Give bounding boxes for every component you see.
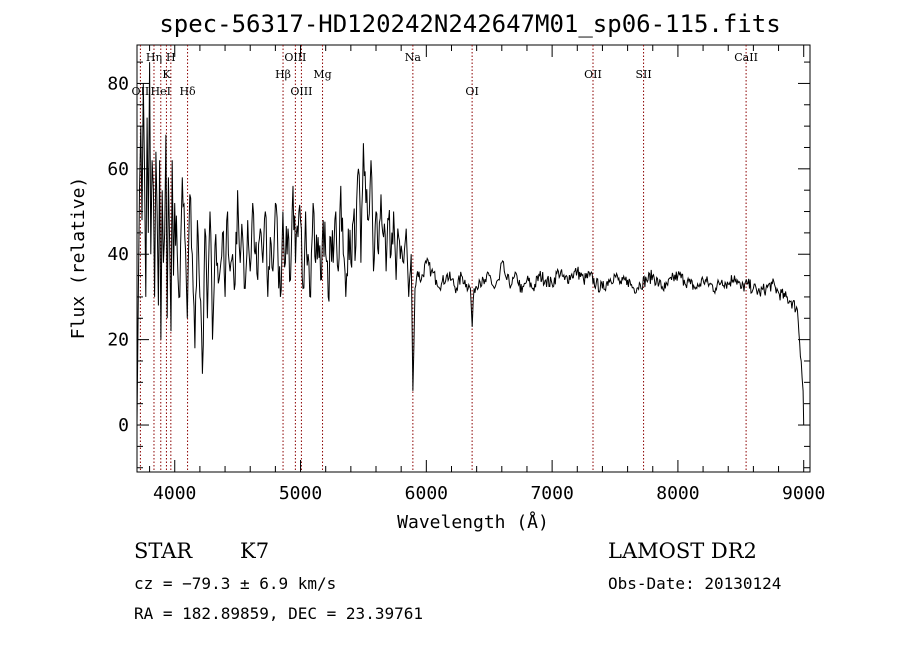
spectral-line-label: Hη: [146, 51, 162, 64]
spectral-line-label: OIII: [284, 51, 306, 64]
x-tick-label: 8000: [656, 483, 699, 504]
spectral-line-label: HeI: [151, 85, 171, 98]
y-tick-label: 20: [107, 330, 129, 351]
spectral-line-label: Hβ: [275, 68, 291, 81]
x-tick-label: 7000: [530, 483, 573, 504]
x-tick-label: 4000: [153, 483, 196, 504]
spectral-line-label: OII: [132, 85, 150, 98]
x-tick-label: 5000: [279, 483, 322, 504]
axis-tick-labels: 4000 5000 6000 7000 8000 9000 0 20 40 60 80: [107, 73, 825, 504]
spectral-line-label: Hδ: [179, 85, 196, 98]
redshift-velocity: cz = −79.3 ± 6.9 km/s: [134, 574, 336, 593]
observation-date: Obs-Date: 20130124: [608, 574, 781, 593]
y-axis-label: Flux (relative): [68, 177, 89, 340]
y-tick-label: 60: [107, 159, 129, 180]
ra-dec-coordinates: RA = 182.89859, DEC = 23.39761: [134, 604, 423, 623]
spectral-line-label: CaII: [734, 51, 758, 64]
object-subclass: K7: [240, 539, 269, 563]
x-tick-label: 9000: [782, 483, 825, 504]
spectral-line-label: OIII: [290, 85, 312, 98]
spectral-line-label: OII: [584, 68, 602, 81]
spectral-line-label: H: [166, 51, 176, 64]
chart-title: spec-56317-HD120242N242647M01_sp06-115.f…: [159, 10, 780, 38]
spectral-line-label: SII: [635, 68, 651, 81]
object-class: STAR: [134, 539, 193, 563]
axis-ticks: [137, 45, 810, 472]
plot-frame: [136, 44, 811, 473]
spectral-line-markers: [139, 45, 747, 472]
y-tick-label: 80: [107, 73, 129, 94]
spectrum-series-line: [136, 62, 805, 426]
spectral-line-label: Na: [405, 51, 422, 64]
x-axis-label: Wavelength (Å): [397, 511, 549, 533]
x-tick-label: 6000: [405, 483, 448, 504]
spectral-line-label: K: [162, 68, 171, 81]
spectral-line-label: Mg: [313, 68, 331, 81]
spectral-line-label: OI: [465, 85, 478, 98]
y-tick-label: 0: [118, 415, 129, 436]
y-tick-label: 40: [107, 244, 129, 265]
survey-name: LAMOST DR2: [608, 539, 757, 563]
